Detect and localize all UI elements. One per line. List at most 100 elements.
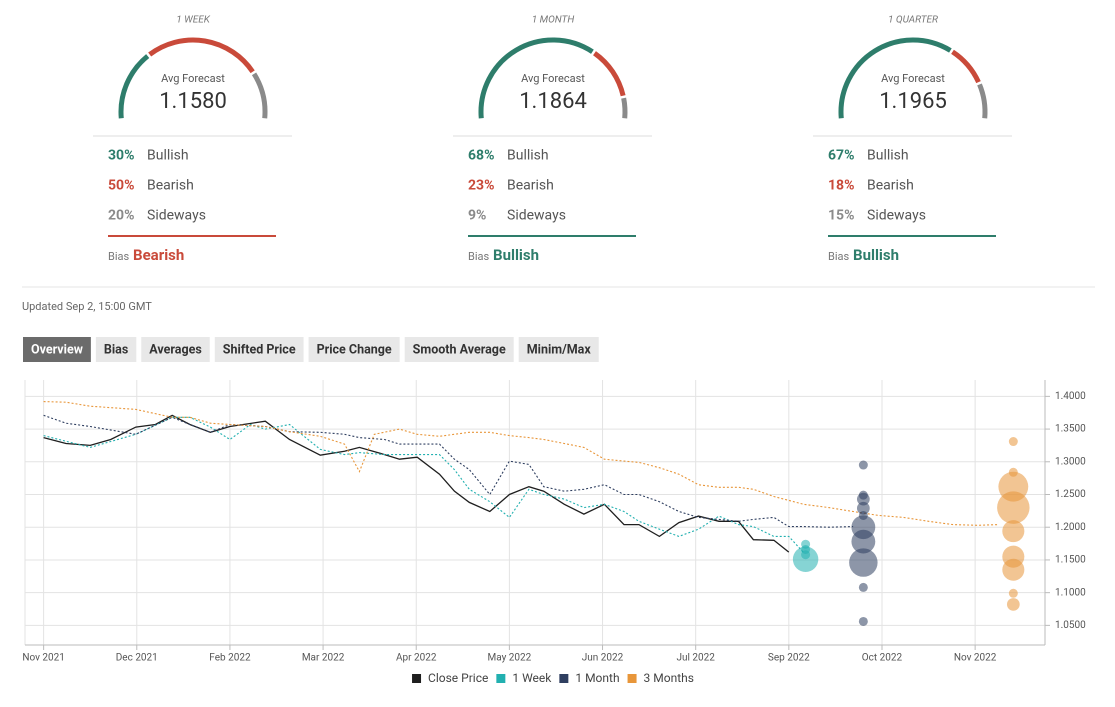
forecast-bubble [1008,437,1018,447]
series-line [43,414,854,528]
tab[interactable]: Bias [95,337,137,362]
x-tick-label: Jun 2022 [582,653,624,664]
legend-swatch [412,674,422,683]
forecast-bubble [997,491,1030,524]
sentiment-label: Sideways [867,208,926,224]
tab-bg[interactable] [141,337,210,362]
y-tick-label: 1.2000 [1055,522,1086,533]
tab-label[interactable]: Overview [31,342,83,357]
tab-label[interactable]: Shifted Price [223,342,296,357]
legend-label: 1 Month [575,671,619,685]
x-tick-label: May 2022 [487,653,531,664]
bias-label: Bias [468,250,490,263]
y-tick-label: 1.3500 [1055,424,1086,435]
sentiment-pct: 9% [468,208,486,224]
tab-bg[interactable] [214,337,304,362]
legend-label: 3 Months [644,671,694,685]
x-tick-label: Feb 2022 [209,653,251,664]
tab[interactable]: Overview [23,337,91,362]
gauge-segment [621,97,628,119]
y-tick-label: 1.1500 [1055,555,1086,566]
tab[interactable]: Averages [141,337,210,362]
x-tick-label: Apr 2022 [396,653,437,664]
sentiment-label: Sideways [147,208,206,224]
y-tick-label: 1.1000 [1055,587,1086,598]
avg-forecast-label: Avg Forecast [521,72,585,85]
forecast-bubble [1002,558,1025,581]
forecast-bubble [849,548,878,577]
sentiment-pct: 23% [468,178,494,194]
tab[interactable]: Price Change [308,337,400,362]
tab[interactable]: Shifted Price [214,337,304,362]
forecast-bubble [792,546,819,573]
updated-note: Updated Sep 2, 15:00 GMT [22,300,152,313]
gauge-segment [593,51,626,97]
y-tick-label: 1.2500 [1055,489,1086,500]
legend: Close Price 1 Week 1 Month 3 Months [412,671,694,685]
y-tick-label: 1.4000 [1055,391,1086,402]
gauge-period: 1 MONTH [532,15,575,26]
avg-forecast-label: Avg Forecast [161,72,225,85]
sentiment-label: Bearish [867,178,914,194]
legend-swatch [496,674,506,683]
forecast-bubble [858,460,868,470]
sentiment-label: Bearish [507,178,554,194]
sentiment-pct: 50% [108,178,134,194]
bias-label: Bias [828,250,850,263]
tab-bg[interactable] [308,337,400,362]
forecast-bubble [856,501,870,515]
sentiment-pct: 15% [828,208,854,224]
legend-label: 1 Week [512,671,552,685]
sentiment-label: Bullish [507,148,549,164]
forecast-bubble [858,582,868,592]
bias-label: Bias [108,250,130,263]
sentiment-label: Bullish [147,148,189,164]
sentiment-pct: 20% [108,208,134,224]
tab-label[interactable]: Price Change [317,342,392,357]
tab[interactable]: Minim/Max [518,337,599,362]
forecast-bubble [1008,588,1018,598]
tab-bg[interactable] [95,337,137,362]
forecast-bubble [1002,520,1025,543]
sentiment-pct: 67% [828,148,854,164]
forecast-bubble [858,616,868,626]
x-tick-label: Dec 2021 [116,653,158,664]
x-tick-label: Nov 2021 [22,653,65,664]
gauge-segment [838,37,952,119]
forecast-bubble [1006,598,1020,611]
avg-forecast-value: 1.1864 [519,89,587,114]
gauge-segment [951,49,981,84]
avg-forecast-value: 1.1965 [879,89,947,114]
sentiment-label: Bullish [867,148,909,164]
sentiment-pct: 18% [828,178,854,194]
gauge-period: 1 WEEK [176,15,211,26]
bias-value: Bullish [853,246,899,264]
tab-bg[interactable] [23,337,91,362]
tab[interactable]: Smooth Average [404,337,514,362]
tab-label[interactable]: Bias [104,342,128,357]
gauge-segment [478,37,594,119]
tab-label[interactable]: Averages [149,342,201,357]
bias-value: Bearish [133,246,184,264]
forecast-bubble [851,529,876,554]
gauge-segment [251,72,268,119]
tab-bg[interactable] [518,337,599,362]
bias-value: Bullish [493,246,539,264]
sentiment-pct: 68% [468,148,494,164]
x-tick-label: Jul 2022 [676,653,715,664]
tab-label[interactable]: Smooth Average [413,342,506,357]
legend-swatch [627,674,637,683]
avg-forecast-label: Avg Forecast [881,72,945,85]
y-tick-label: 1.0500 [1055,620,1086,631]
forecast-bubble [856,492,870,506]
gauge-segment [977,83,988,119]
legend-label: Close Price [428,671,488,685]
gauge-segment [148,37,255,74]
legend-swatch [559,674,569,683]
tab-bg[interactable] [404,337,514,362]
sentiment-pct: 30% [108,148,134,164]
gauge-segment [118,54,150,119]
tab-label[interactable]: Minim/Max [527,342,592,357]
x-tick-label: Sep 2022 [768,653,810,664]
